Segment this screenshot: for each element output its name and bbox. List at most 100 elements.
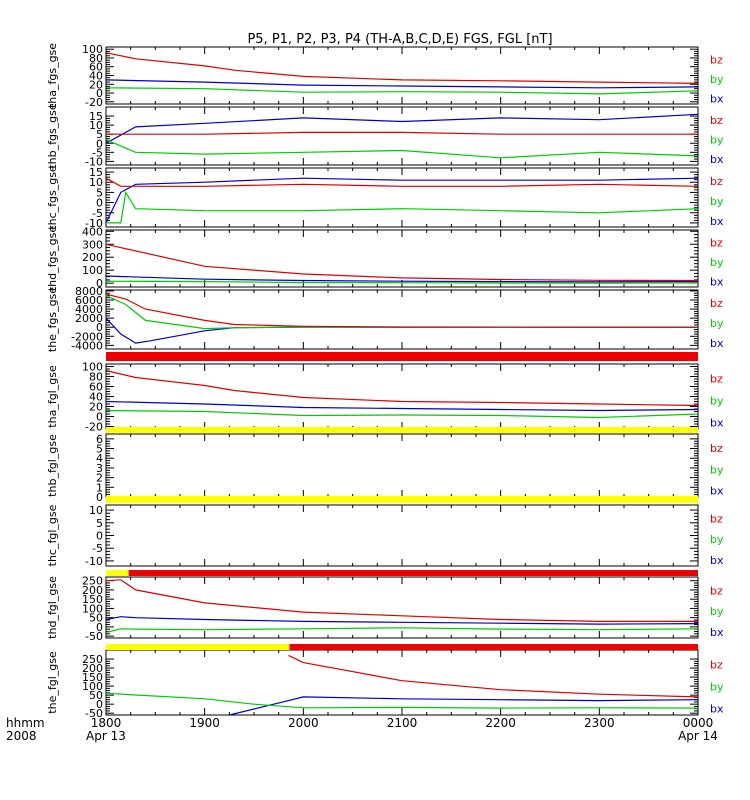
series-bx-line [105,275,699,283]
x-tick-label: 2300 [584,716,615,730]
y-tick-label: 20 [89,401,103,414]
y-tick-label: -2000 [71,330,103,343]
y-tick-label: 0 [96,698,103,711]
y-tick-label: 100 [82,602,103,615]
y-tick-label: 200 [82,584,103,597]
y-tick-label: 3 [96,462,103,475]
legend-by: by [710,680,724,693]
y-tick-label: 0 [96,87,103,100]
y-axis-label: thd_fgl_gse [46,576,59,639]
legend-by: by [710,317,724,330]
y-tick-label: 20 [89,78,103,91]
y-tick-label: 0 [96,491,103,504]
y-tick-label: 0 [96,277,103,290]
series-bx-line [105,113,699,144]
series-bz-line [105,177,699,187]
legend-bz: bz [710,658,723,671]
y-tick-label: -50 [85,707,103,720]
quality-bar-segment-red [106,352,698,361]
y-tick-label: 100 [82,680,103,693]
y-tick-label: 2 [96,472,103,485]
quality-bar-segment-yellow [106,570,129,576]
footer-start-date: Apr 13 [86,729,126,743]
legend-bx: bx [710,215,724,228]
y-tick-label: 250 [82,575,103,588]
y-tick-label: 50 [89,689,103,702]
y-tick-label: 10 [89,119,103,132]
series-bx-line [105,177,699,224]
y-tick-label: 0 [96,137,103,150]
series-bx-line [105,616,699,625]
footer-time-label: hhmm [6,716,45,730]
quality-bar-segment-red [289,644,698,650]
y-tick-label: 0 [96,197,103,210]
legend-bz: bz [710,584,723,597]
time-axis-footer: hhmm 2008 Apr 13 Apr 14 [6,716,718,743]
y-tick-label: -5 [92,207,103,220]
series-by-line [105,87,699,95]
y-tick-label: 200 [82,662,103,675]
y-tick-label: -20 [85,421,103,434]
y-tick-label: 5 [96,186,103,199]
y-axis-label: thd_fgs_gse [46,226,59,292]
series-bz-line [105,52,699,84]
y-tick-label: 150 [82,671,103,684]
y-tick-label: 0 [96,530,103,543]
y-tick-label: -20 [85,96,103,109]
y-tick-label: 300 [82,238,103,251]
legend-bz: bz [710,237,723,250]
y-tick-label: 4 [96,452,103,465]
legend-bx: bx [710,554,724,567]
y-tick-label: 10 [89,504,103,517]
y-tick-label: -10 [85,155,103,168]
legend-bz: bz [710,442,723,455]
footer-end-date: Apr 14 [678,729,718,743]
series-bz-line [105,293,699,328]
series-bz-line [106,131,698,135]
y-axis-label: tha_fgl_gse [46,365,59,428]
y-tick-label: 250 [82,653,103,666]
series-bz-line [105,579,698,623]
x-tick-label: 1800 [91,716,122,730]
legend-by: by [710,605,724,618]
y-axis-label: the_fgs_gse [46,287,59,352]
quality-bars-group [106,352,698,650]
series-by-line [105,409,699,419]
quality-bar-segment-yellow [106,644,290,650]
y-tick-label: 40 [89,70,103,83]
y-tick-label: 8000 [75,285,103,298]
x-tick-label: 2000 [288,716,319,730]
legend-bz: bz [710,175,723,188]
legend-by: by [710,195,724,208]
y-tick-label: 6000 [75,294,103,307]
legend-bx: bx [710,626,724,639]
y-tick-label: 5 [96,128,103,141]
series-by-line [105,692,699,709]
y-tick-label: 0 [96,621,103,634]
y-tick-label: 150 [82,593,103,606]
y-tick-label: 60 [89,61,103,74]
figure-title: P5, P1, P2, P3, P4 (TH-A,B,C,D,E) FGS, F… [247,32,552,47]
legend-by: by [710,533,724,546]
series-by-line [105,280,699,284]
y-axis-label: thc_fgs_gse [46,165,59,230]
y-tick-label: 100 [82,43,103,56]
y-axis-label: thb_fgs_gse [46,103,59,169]
y-tick-label: -4000 [71,339,103,352]
series-bx-line [105,79,699,89]
legend-by: by [710,394,724,407]
y-tick-label: 400 [82,225,103,238]
y-axis-label: thb_fgl_gse [46,434,59,497]
y-tick-label: 5 [96,443,103,456]
legend-bx: bx [710,275,724,288]
x-tick-label: 2200 [485,716,516,730]
series-bx-line [105,400,699,412]
legend-bz: bz [710,297,723,310]
y-tick-label: 15 [89,110,103,123]
series-by-line [105,139,699,159]
y-tick-label: 200 [82,251,103,264]
